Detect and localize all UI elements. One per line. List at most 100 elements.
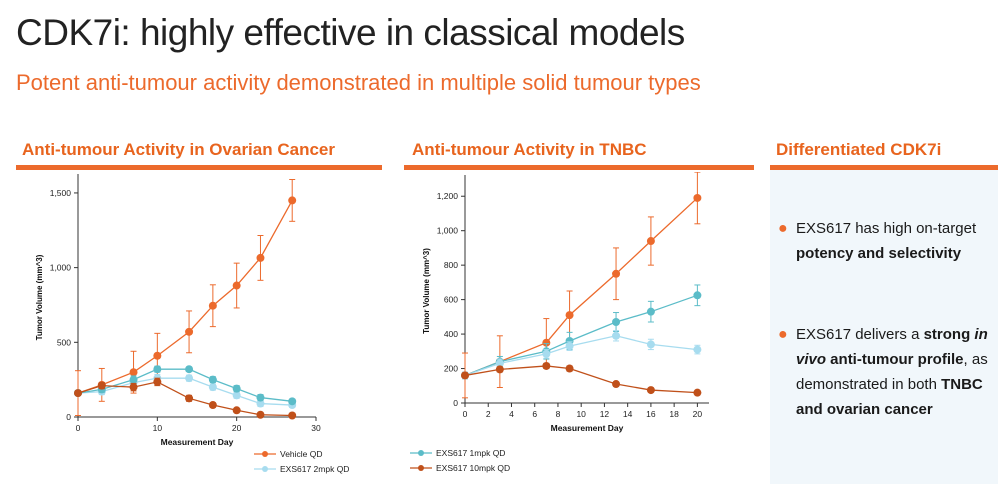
y-tick-label: 1,000 [50,263,72,273]
data-point [185,394,194,403]
section-title-ovarian: Anti-tumour Activity in Ovarian Cancer [22,140,335,159]
data-point [693,193,702,202]
data-point [646,307,655,316]
data-point [646,237,655,246]
series-line [77,200,293,394]
data-point [542,361,551,370]
data-point [612,318,621,327]
data-point [288,196,297,205]
data-point [232,384,241,393]
bullet-2-bold-3: TNBC and ovarian cancer [796,376,983,418]
differentiated-panel: ● EXS617 has high on-target potency and … [770,170,998,484]
data-point [185,365,194,374]
x-tick-label: 0 [76,423,81,433]
data-point [208,301,217,310]
legend-label: EXS617 1mpk QD [436,448,505,458]
bullet-potency: ● EXS617 has high on-target potency and … [778,216,994,266]
data-point [288,411,297,420]
section-underline-differentiated [770,165,998,170]
bullet-dot-icon: ● [778,220,788,237]
ovarian-chart: 0 500 1,000 1,500 0 10 20 30 Measurement Day Tumo… [35,174,349,474]
data-point [153,377,162,386]
y-axis-label: Tumor Volume (mm^3) [422,248,431,334]
data-point [693,345,702,354]
data-point [288,397,297,406]
x-tick-label: 10 [576,409,586,419]
x-tick-label: 20 [693,409,703,419]
x-tick-label: 16 [646,409,656,419]
data-point [185,327,194,336]
series-exs617-10mpk-qd [74,377,297,420]
y-tick-label: 1,500 [50,188,72,198]
y-tick-label: 1,200 [437,191,459,201]
x-tick-label: 6 [532,409,537,419]
data-point [565,364,574,373]
tnbc-chart: 0 200 400 600 800 1,000 1,200 0 2 4 6 8 10 12 14 16 18 20… [410,172,709,473]
bullet-2-italic: in vivo [796,326,988,368]
data-point [542,338,551,347]
bullet-2-bold-2: anti-tumour profile [826,351,964,368]
page-title: CDK7i: highly effective in classical mod… [16,12,685,53]
bullet-2-text: EXS617 delivers a [796,326,924,343]
data-point [129,368,138,377]
y-tick-label: 1,000 [437,226,459,236]
series-exs617-2mpk-qd [461,330,702,380]
data-point [693,388,702,397]
legend-marker [418,450,424,456]
data-point [256,253,265,262]
x-axis-label: Measurement Day [551,423,624,433]
data-point [565,311,574,320]
x-tick-label: 10 [153,423,163,433]
x-tick-label: 4 [509,409,514,419]
data-point [208,383,217,392]
y-tick-label: 600 [444,295,458,305]
data-point [74,389,82,398]
page-subtitle: Potent anti-tumour activity demonstrated… [16,70,701,95]
legend-marker [418,465,424,471]
data-point [646,340,655,349]
legend-label: Vehicle QD [280,449,323,459]
bullet-1-text: EXS617 has high on-target [796,220,977,237]
series-vehicle-qd [74,178,297,417]
y-tick-label: 200 [444,364,458,374]
data-point [232,391,241,400]
data-point [612,380,621,389]
data-point [153,365,162,374]
bullet-2-bold: strong [923,326,975,343]
data-point [185,374,194,383]
legend-label: EXS617 2mpk QD [280,464,349,474]
data-point [495,359,504,368]
y-axis-label: Tumor Volume (mm^3) [35,254,44,340]
data-point [256,393,265,402]
data-point [232,281,241,290]
y-tick-label: 500 [57,337,71,347]
x-tick-label: 2 [486,409,491,419]
series-exs617-10mpk-qd [461,361,702,397]
x-tick-label: 30 [311,423,321,433]
data-point [461,371,469,380]
data-point [97,381,106,390]
data-point [129,375,138,384]
data-point [208,375,217,384]
data-point [565,342,574,351]
data-point [153,351,162,360]
bullet-1-bold: potency and selectivity [796,245,962,262]
data-point [256,399,265,408]
y-tick-label: 0 [66,412,71,422]
data-point [256,410,265,419]
x-tick-label: 14 [623,409,633,419]
data-point [208,401,217,410]
x-tick-label: 18 [669,409,679,419]
data-point [129,383,138,392]
bullet-dot-icon: ● [778,326,788,343]
bullet-in-vivo: ● EXS617 delivers a strong in vivo anti-… [778,322,994,422]
data-point [693,291,702,300]
data-point [495,365,504,374]
y-tick-label: 400 [444,329,458,339]
y-tick-label: 800 [444,260,458,270]
data-point [646,386,655,395]
section-title-differentiated: Differentiated CDK7i [776,140,942,159]
data-point [232,406,241,415]
x-axis-label: Measurement Day [161,437,234,447]
data-point [542,349,551,358]
